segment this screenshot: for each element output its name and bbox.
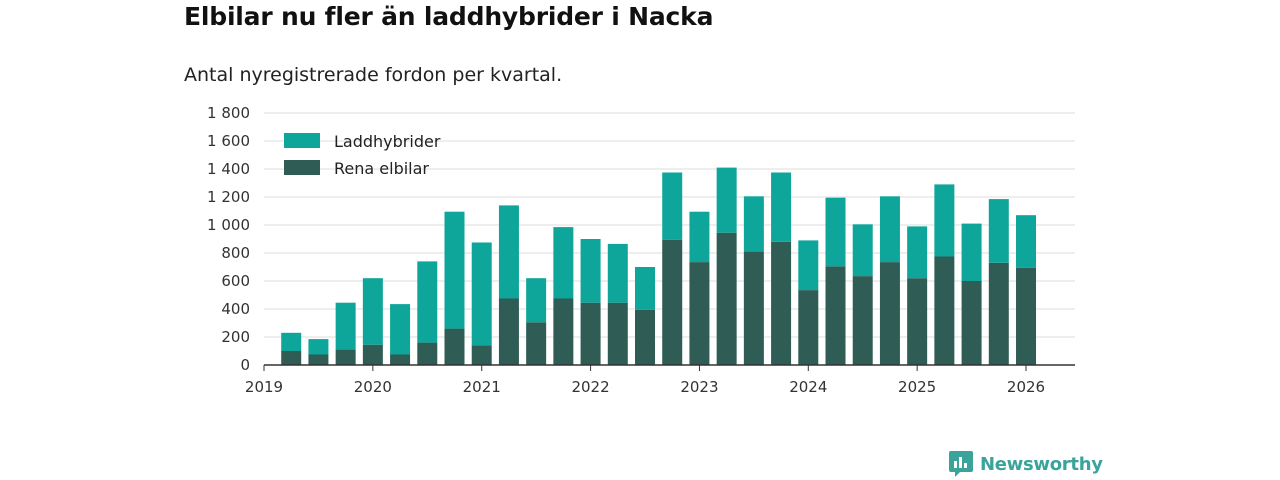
y-tick-label: 1 600 [207, 132, 250, 150]
brand-name: Newsworthy [980, 453, 1103, 475]
y-tick-label: 800 [221, 244, 250, 262]
bar-laddhybrider [961, 223, 982, 281]
bar-rena-elbilar [852, 276, 873, 365]
x-tick-label: 2026 [1007, 378, 1045, 396]
bar-rena-elbilar [444, 328, 465, 365]
bar-laddhybrider [635, 267, 656, 310]
y-tick-label: 1 200 [207, 188, 250, 206]
bar-laddhybrider [498, 205, 519, 299]
bar-laddhybrider [580, 239, 601, 303]
x-tick-label: 2022 [571, 378, 609, 396]
bar-laddhybrider [390, 304, 411, 355]
bar-laddhybrider [335, 302, 356, 350]
bar-rena-elbilar [771, 241, 792, 365]
bar-laddhybrider [988, 199, 1009, 263]
bar-rena-elbilar [988, 262, 1009, 365]
bar-laddhybrider [553, 227, 574, 299]
newsworthy-logo-icon [949, 451, 973, 477]
bar-laddhybrider [607, 243, 628, 303]
bar-laddhybrider [798, 240, 819, 291]
bar-laddhybrider [743, 196, 764, 252]
legend-label-laddhybrider: Laddhybrider [334, 132, 441, 151]
x-axis: 2019 2020 2021 2022 2023 2024 2025 2026 [245, 364, 1075, 396]
bars [281, 167, 1037, 365]
bar-laddhybrider [362, 278, 383, 345]
y-tick-label: 200 [221, 328, 250, 346]
bar-laddhybrider [308, 339, 329, 355]
bar-laddhybrider [1016, 215, 1037, 268]
bar-laddhybrider [771, 172, 792, 242]
bar-laddhybrider [907, 226, 928, 279]
bar-rena-elbilar [607, 302, 628, 365]
bar-rena-elbilar [662, 239, 683, 365]
bar-laddhybrider [662, 172, 683, 240]
bar-laddhybrider [852, 224, 873, 277]
y-tick-label: 600 [221, 272, 250, 290]
bar-rena-elbilar [907, 278, 928, 365]
bar-laddhybrider [526, 278, 547, 323]
bar-laddhybrider [716, 167, 737, 233]
bar-laddhybrider [444, 211, 465, 329]
x-tick-label: 2023 [680, 378, 718, 396]
y-tick-label: 0 [240, 356, 250, 374]
chart-title: Elbilar nu fler än laddhybrider i Nacka [184, 2, 714, 31]
bar-rena-elbilar [879, 262, 900, 365]
bar-rena-elbilar [580, 302, 601, 365]
bar-rena-elbilar [798, 290, 819, 365]
brand-logo[interactable]: Newsworthy [948, 450, 1103, 478]
bar-rena-elbilar [526, 322, 547, 365]
bar-laddhybrider [281, 332, 302, 351]
bar-rena-elbilar [743, 251, 764, 365]
bar-rena-elbilar [308, 354, 329, 365]
bar-rena-elbilar [934, 256, 955, 365]
chart-subtitle: Antal nyregistrerade fordon per kvartal. [184, 64, 563, 86]
bar-rena-elbilar [498, 298, 519, 365]
bar-rena-elbilar [390, 354, 411, 365]
bar-laddhybrider [825, 197, 846, 267]
legend: Laddhybrider Rena elbilar [284, 132, 441, 178]
bar-rena-elbilar [553, 298, 574, 365]
y-tick-label: 400 [221, 300, 250, 318]
legend-swatch-rena-elbilar [284, 160, 320, 175]
y-tick-label: 1 800 [207, 104, 250, 122]
y-axis-ticks: 0 200 400 600 800 1 000 1 200 1 400 1 600 1 800 [207, 104, 250, 374]
bar-rena-elbilar [281, 351, 302, 365]
legend-label-rena-elbilar: Rena elbilar [334, 159, 429, 178]
legend-swatch-laddhybrider [284, 133, 320, 148]
bar-rena-elbilar [335, 349, 356, 365]
bar-rena-elbilar [471, 345, 492, 365]
bar-rena-elbilar [961, 281, 982, 365]
bar-rena-elbilar [716, 232, 737, 365]
bar-rena-elbilar [689, 262, 710, 365]
bar-rena-elbilar [825, 266, 846, 365]
y-tick-label: 1 400 [207, 160, 250, 178]
x-tick-label: 2020 [354, 378, 392, 396]
stacked-bar-chart: 0 200 400 600 800 1 000 1 200 1 400 1 600 1 800 2… [207, 104, 1075, 396]
x-tick-label: 2019 [245, 378, 283, 396]
x-tick-label: 2025 [898, 378, 936, 396]
x-tick-label: 2024 [789, 378, 827, 396]
bar-laddhybrider [879, 196, 900, 263]
y-tick-label: 1 000 [207, 216, 250, 234]
bar-laddhybrider [417, 261, 438, 343]
bar-rena-elbilar [417, 342, 438, 365]
bar-laddhybrider [934, 184, 955, 257]
bar-laddhybrider [689, 211, 710, 263]
x-tick-label: 2021 [463, 378, 501, 396]
bar-rena-elbilar [362, 344, 383, 365]
bar-rena-elbilar [635, 309, 656, 365]
bar-laddhybrider [471, 242, 492, 346]
bar-rena-elbilar [1016, 267, 1037, 365]
